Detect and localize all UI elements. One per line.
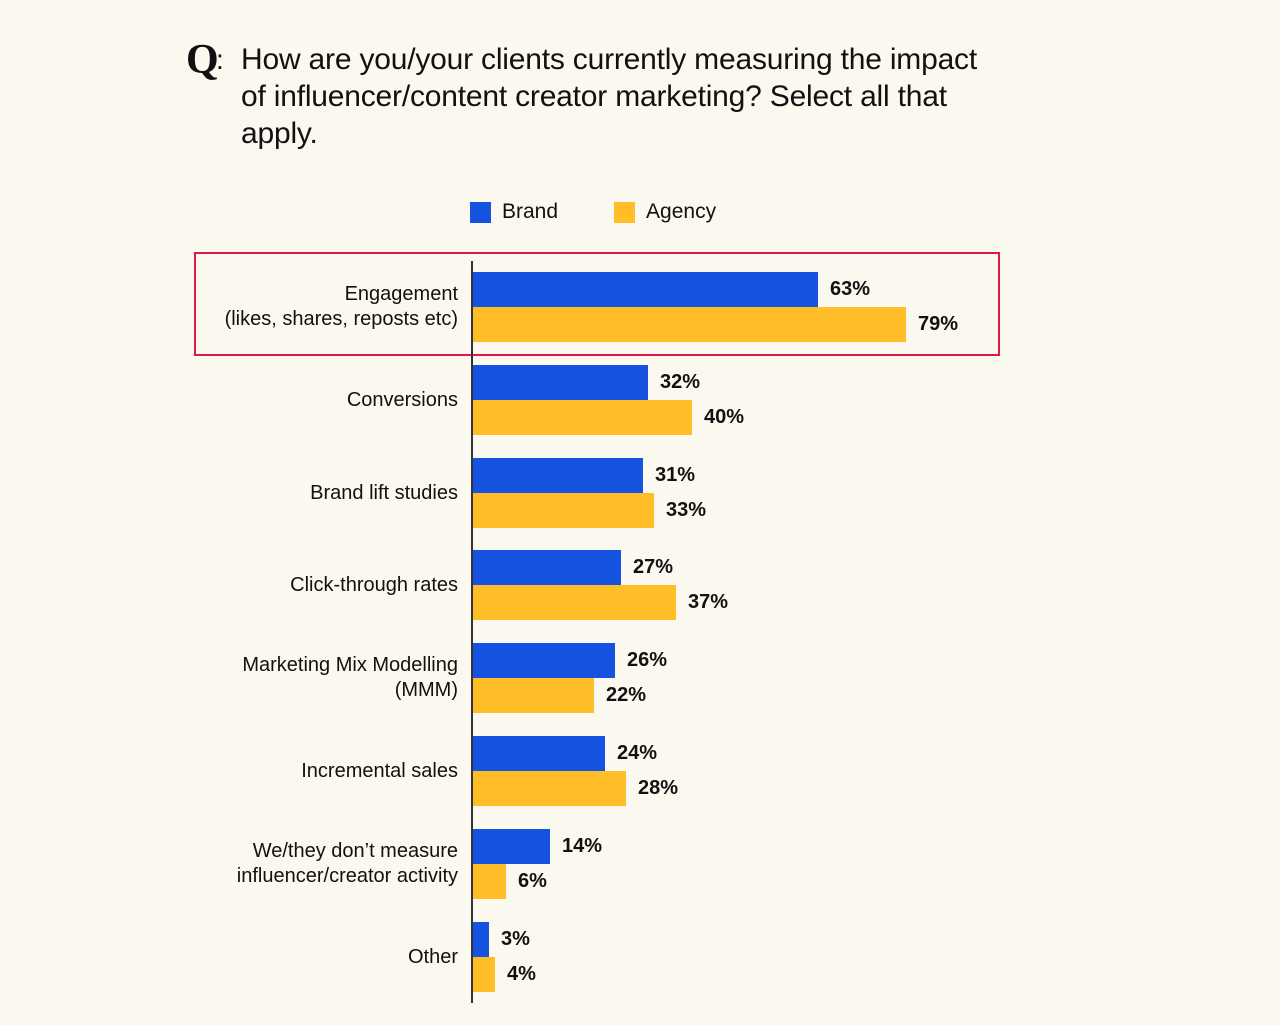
category-label: Click-through rates [290,573,458,598]
value-label-agency: 37% [688,591,729,613]
category-label: Engagement (likes, shares, reposts etc) [225,282,458,332]
bar-brand [473,365,648,400]
value-label-agency: 22% [606,684,647,706]
bar-agency [473,585,676,620]
bar-agency [473,307,906,342]
value-label-brand: 31% [655,464,696,486]
value-label-brand: 26% [627,649,668,671]
category-label-line: Conversions [346,389,458,411]
value-label-brand: 3% [501,928,530,950]
value-label-brand: 14% [562,835,603,857]
question-colon: : [216,44,224,75]
category-label-line: Click-through rates [290,574,458,596]
bar-agency [473,678,594,713]
bar-brand [473,922,489,957]
category-label: Brand lift studies [310,481,458,506]
category-label: Incremental sales [301,759,458,784]
legend-swatch-agency [614,201,636,223]
category-label-line: We/they don’t measure [252,840,458,862]
bar-brand [473,643,615,678]
value-label-agency: 79% [918,313,959,335]
category-label-line: (MMM) [394,679,458,701]
bar-agency [473,400,692,435]
bar-brand [473,458,643,493]
question-mark-label: Q [186,37,219,83]
category-label-line: (likes, shares, reposts etc) [224,308,458,330]
y-axis-line [471,261,473,1003]
value-label-agency: 4% [507,963,536,985]
category-label-line: influencer/creator activity [236,865,458,887]
bar-agency [473,864,506,899]
legend-item-brand: Brand [470,200,558,224]
value-label-agency: 6% [518,870,547,892]
value-label-brand: 63% [830,278,871,300]
value-label-brand: 24% [617,742,658,764]
category-label-line: Incremental sales [301,760,458,782]
chart-legend: Brand Agency [470,200,772,224]
bar-brand [473,550,621,585]
value-label-agency: 40% [704,406,745,428]
category-label: Marketing Mix Modelling (MMM) [242,653,458,703]
category-label-line: Marketing Mix Modelling [242,654,458,676]
value-label-brand: 27% [633,556,674,578]
category-label-line: Engagement [344,283,458,305]
bar-agency [473,771,626,806]
bar-agency [473,493,654,528]
bar-brand [473,829,550,864]
bar-agency [473,957,495,992]
category-label: Conversions [347,388,458,413]
legend-label-brand: Brand [502,200,559,223]
value-label-brand: 32% [660,371,701,393]
value-label-agency: 28% [638,777,679,799]
legend-swatch-brand [470,201,491,223]
bar-brand [473,736,605,771]
category-label: We/they don’t measure influencer/creator … [237,839,458,889]
value-label-agency: 33% [666,499,707,521]
bar-brand [473,272,818,307]
legend-item-agency: Agency [614,200,716,224]
legend-label-agency: Agency [646,200,717,223]
category-label-line: Other [407,946,458,968]
category-label: Other [408,945,458,970]
category-label-line: Brand lift studies [310,482,458,504]
highlight-box [194,252,1000,356]
question-text: How are you/your clients currently measu… [241,43,977,150]
